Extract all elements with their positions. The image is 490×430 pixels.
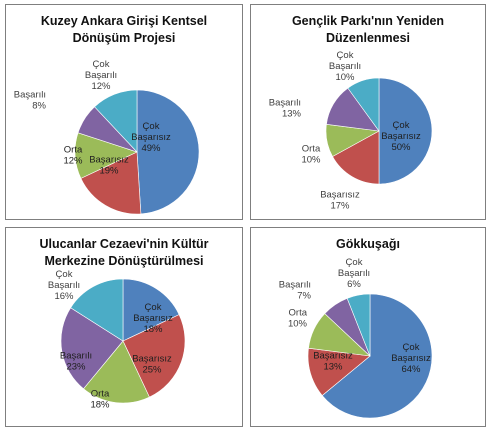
pie-slice-0 (122, 278, 180, 342)
chart-panel-gokkusagi: Gökkuşağı Çok Başarısız 64% Başarısız 13% Ort… (250, 227, 486, 427)
pie-slice-2 (83, 340, 150, 404)
slice-label-1: Başarısız 19% (89, 155, 129, 177)
pie-slice-4 (346, 293, 371, 357)
chart-panel-ulucanlar: Ulucanlar Cezaevi'nin Kültür Merkezine D… (5, 227, 243, 427)
slice-label-3: Başarılı 7% (279, 280, 312, 302)
slice-label-2: Orta 18% (90, 389, 110, 411)
chart-title-line-1: Gökkuşağı (336, 237, 400, 251)
slice-label-4: Çok Başarılı 16% (48, 269, 80, 302)
slice-label-0: Çok Başarısız 49% (131, 121, 171, 154)
slice-label-2: Orta 10% (288, 308, 308, 330)
chart-title: Gençlik Parkı'nın Yeniden Düzenlenmesi (251, 13, 485, 47)
chart-title-line-1: Gençlik Parkı'nın Yeniden (291, 14, 445, 28)
slice-label-1: Başarısız 13% (313, 351, 353, 373)
chart-title-line-2: Dönüşüm Projesi (72, 31, 176, 45)
slice-label-3: Başarılı 8% (14, 90, 47, 112)
slice-label-3: Başarılı 13% (269, 98, 302, 120)
chart-title: Gökkuşağı (251, 236, 485, 253)
slice-label-1: Başarısız 25% (132, 354, 172, 376)
chart-title-line-1: Kuzey Ankara Girişi Kentsel (40, 14, 208, 28)
pie-slice-3 (60, 307, 124, 390)
chart-title-line-1: Ulucanlar Cezaevi'nin Kültür (39, 237, 209, 251)
pie-slice-1 (122, 314, 186, 398)
slice-label-4: Çok Başarılı 10% (329, 50, 361, 83)
pie-slice-1 (332, 130, 380, 185)
slice-label-2: Orta 10% (301, 144, 321, 166)
pie-slice-0 (136, 89, 200, 215)
slice-label-3: Başarılı 23% (60, 351, 92, 373)
pie-slice-4 (94, 89, 138, 153)
slice-label-4: Çok Başarılı 12% (85, 59, 117, 92)
pie-slice-4 (70, 278, 124, 342)
pie-slice-0 (378, 77, 433, 185)
chart-title-line-2: Merkezine Dönüştürülmesi (44, 254, 204, 268)
pie-slice-0 (321, 293, 433, 419)
pie-slice-4 (347, 77, 380, 132)
chart-panel-kuzey-ankara: Kuzey Ankara Girişi Kentsel Dönüşüm Proj… (5, 4, 243, 220)
slice-label-0: Çok Başarısız 50% (381, 120, 421, 153)
slice-label-4: Çok Başarılı 6% (338, 257, 370, 290)
chart-title: Ulucanlar Cezaevi'nin Kültür Merkezine D… (6, 236, 242, 270)
slice-label-0: Çok Başarısız 18% (133, 302, 173, 335)
slice-label-0: Çok Başarısız 64% (391, 342, 431, 375)
pie-chart: Çok Başarısız 18% Başarısız 25% Orta 18% Başarı… (48, 269, 186, 411)
pie-chart: Çok Başarısız 49%Başarısız 19% Orta 12% Başarı… (14, 59, 200, 215)
pie-slice-1 (80, 151, 142, 215)
slice-label-1: Başarısız 17% (320, 190, 360, 212)
chart-panel-genclik-parki: Gençlik Parkı'nın Yeniden Düzenlenmesi Ç… (250, 4, 486, 220)
slice-label-2: Orta 12% (63, 145, 83, 167)
pie-chart: Çok Başarısız 64% Başarısız 13% Orta 10% Başarı… (279, 257, 433, 419)
chart-title: Kuzey Ankara Girişi Kentsel Dönüşüm Proj… (6, 13, 242, 47)
chart-title-line-2: Düzenlenmesi (325, 31, 411, 45)
pie-chart: Çok Başarısız 50% Başarısız 17% Orta 10% Başarı… (269, 50, 433, 212)
